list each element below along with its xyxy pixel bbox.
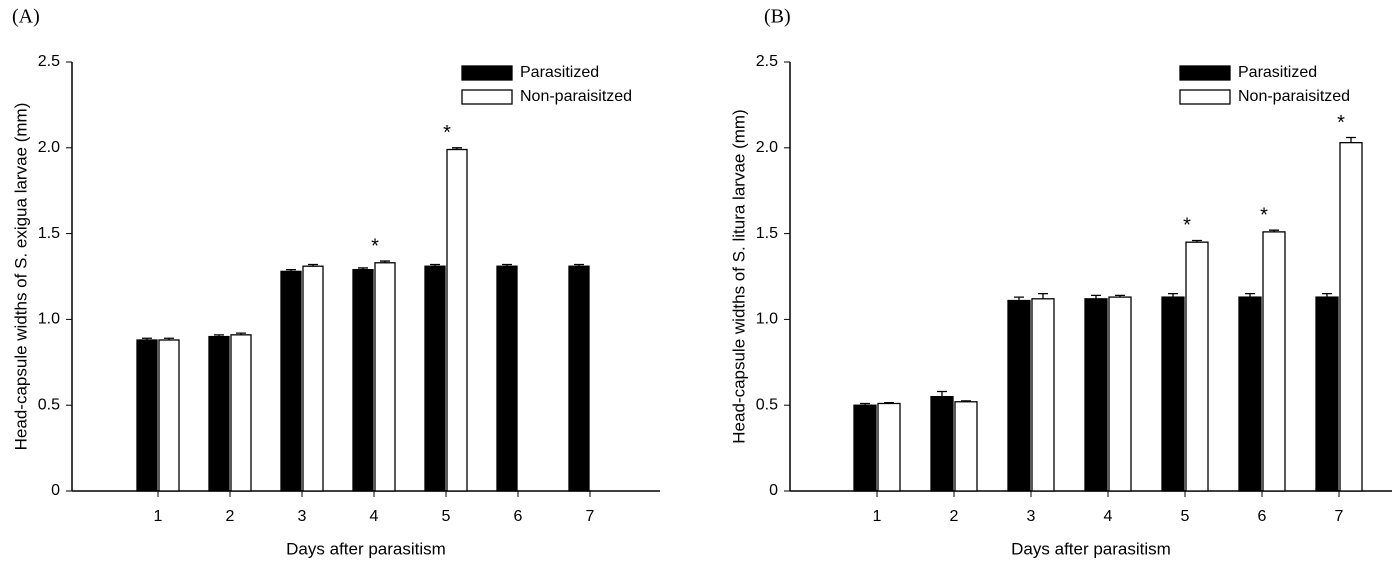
legend-label: Parasitized <box>520 64 599 81</box>
significance-marker: * <box>443 122 451 144</box>
x-tick-label: 1 <box>154 508 163 525</box>
bar <box>1161 296 1185 492</box>
bar <box>954 401 978 492</box>
error-bar <box>1245 293 1255 298</box>
bar <box>930 395 954 492</box>
bar <box>158 339 180 492</box>
y-tick-label: 2.5 <box>38 53 60 70</box>
bar <box>1262 231 1286 492</box>
x-axis-label: Days after parasitism <box>1011 539 1171 558</box>
bar <box>853 404 877 492</box>
legend-label: Parasitized <box>1238 64 1317 81</box>
error-bar <box>164 337 174 340</box>
error-bar <box>1192 239 1202 243</box>
error-bar <box>1269 229 1279 232</box>
error-bar <box>380 260 390 263</box>
error-bar <box>1115 294 1125 298</box>
bar <box>1007 299 1031 492</box>
panel-label: (A) <box>12 6 40 28</box>
error-bar <box>1346 136 1356 143</box>
error-bar <box>358 267 368 270</box>
significance-marker: * <box>1337 112 1345 134</box>
x-tick-label: 7 <box>1335 508 1344 525</box>
legend-swatch <box>1179 65 1231 81</box>
y-tick-label: 0.5 <box>38 396 60 413</box>
error-bar <box>937 390 947 397</box>
y-tick-label: 1.5 <box>38 225 60 242</box>
y-tick-label: 0 <box>769 482 778 499</box>
y-axis-label: Head-capsule widths of S. exigua larvae … <box>11 103 30 451</box>
error-bar <box>214 334 224 337</box>
x-tick-label: 7 <box>586 508 595 525</box>
legend-swatch <box>461 65 513 81</box>
error-bar <box>286 268 296 272</box>
error-bar <box>884 401 894 404</box>
legend-label: Non-paraisitzed <box>1238 88 1350 105</box>
error-bar <box>236 332 246 335</box>
y-tick-label: 2.5 <box>756 53 778 70</box>
bar <box>1238 296 1262 492</box>
x-tick-label: 1 <box>873 508 882 525</box>
x-tick-label: 4 <box>370 508 379 525</box>
error-bar <box>1014 296 1024 301</box>
bar <box>877 402 901 492</box>
bar <box>230 334 252 492</box>
y-tick-label: 1.0 <box>756 311 778 328</box>
error-bar <box>860 402 870 406</box>
x-axis-label: Days after parasitism <box>286 539 446 558</box>
error-bar <box>961 400 971 402</box>
y-tick-label: 1.0 <box>38 311 60 328</box>
x-tick-label: 5 <box>1181 508 1190 525</box>
x-tick-label: 5 <box>442 508 451 525</box>
bar <box>1185 241 1209 492</box>
error-bar <box>1038 293 1048 299</box>
error-bar <box>430 263 440 267</box>
legend-swatch <box>461 89 513 105</box>
bar <box>446 148 468 492</box>
legend-label: Non-paraisitzed <box>520 88 632 105</box>
bar <box>496 265 518 492</box>
bar <box>208 335 230 492</box>
x-tick-label: 3 <box>1027 508 1036 525</box>
error-bar <box>502 263 512 267</box>
x-tick-label: 3 <box>298 508 307 525</box>
y-tick-label: 0 <box>51 482 60 499</box>
x-tick-label: 2 <box>950 508 959 525</box>
error-bar <box>1091 294 1101 299</box>
error-bar <box>452 147 462 150</box>
x-tick-label: 6 <box>514 508 523 525</box>
bar <box>280 270 302 492</box>
y-tick-label: 2.0 <box>756 139 778 156</box>
bar <box>136 339 158 492</box>
significance-marker: * <box>371 235 379 257</box>
y-tick-label: 0.5 <box>756 396 778 413</box>
bar <box>1339 142 1363 492</box>
y-tick-label: 2.0 <box>38 139 60 156</box>
panel-label: (B) <box>764 6 791 28</box>
x-tick-label: 6 <box>1258 508 1267 525</box>
y-axis-label: Head-capsule widths of S. litura larvae … <box>729 109 748 443</box>
error-bar <box>308 263 318 267</box>
y-tick-label: 1.5 <box>756 225 778 242</box>
bar <box>1315 296 1339 492</box>
significance-marker: * <box>1183 215 1191 237</box>
error-bar <box>574 263 584 267</box>
bar <box>374 262 396 492</box>
x-tick-label: 2 <box>226 508 235 525</box>
bar <box>1031 298 1055 492</box>
x-tick-label: 4 <box>1104 508 1113 525</box>
error-bar <box>1168 293 1178 298</box>
error-bar <box>142 337 152 340</box>
bar <box>1084 298 1108 492</box>
bar <box>352 268 374 492</box>
bar <box>568 265 590 492</box>
error-bar <box>1322 293 1332 298</box>
bar <box>302 265 324 492</box>
bar <box>424 265 446 492</box>
bar <box>1108 296 1132 492</box>
legend-swatch <box>1179 89 1231 105</box>
significance-marker: * <box>1260 204 1268 226</box>
